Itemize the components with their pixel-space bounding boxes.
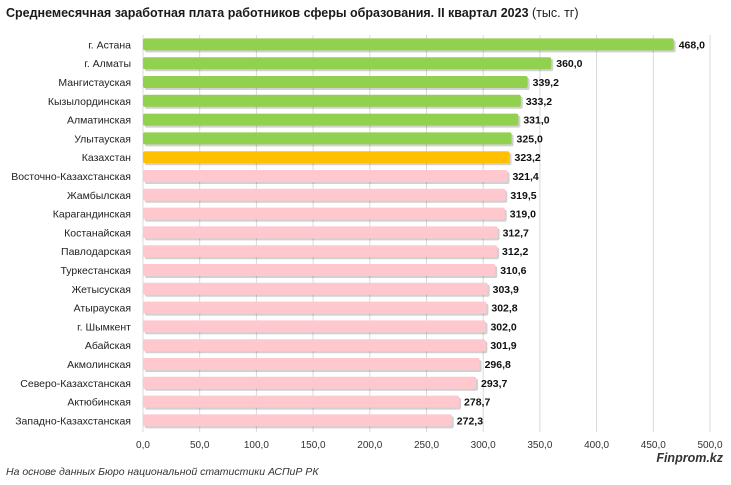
chart-title-text: Среднемесячная заработная плата работник… xyxy=(6,6,529,20)
bar xyxy=(143,245,498,258)
data-label: 278,7 xyxy=(464,397,490,409)
bar xyxy=(143,151,510,164)
bar xyxy=(143,170,508,182)
category-label: Актюбинская xyxy=(67,397,131,409)
bar xyxy=(143,132,512,145)
x-tick-label: 500,0 xyxy=(697,440,722,451)
x-tick-label: 250,0 xyxy=(414,440,439,451)
brand-label: Finprom.kz xyxy=(656,451,723,465)
category-label: Алматинская xyxy=(67,115,131,127)
bar xyxy=(143,414,452,427)
bar xyxy=(143,113,519,126)
data-label: 333,2 xyxy=(526,96,552,108)
bar xyxy=(143,57,552,70)
bar xyxy=(143,207,505,220)
category-label: Туркестанская xyxy=(60,265,131,277)
category-label: Жетысуская xyxy=(72,284,131,296)
chart-title: Среднемесячная заработная плата работник… xyxy=(6,6,726,20)
category-label: Атырауская xyxy=(74,303,131,315)
data-label: 312,2 xyxy=(502,246,528,258)
category-label: Северо-Казахстанская xyxy=(20,378,131,390)
data-label: 321,4 xyxy=(512,171,538,183)
data-label: 272,3 xyxy=(457,415,483,427)
bar xyxy=(143,38,674,51)
data-label: 323,2 xyxy=(515,152,541,164)
bar xyxy=(143,395,460,408)
category-label: Мангистауская xyxy=(58,77,131,89)
data-label: 293,7 xyxy=(481,378,507,390)
bar xyxy=(143,226,498,239)
category-label: г. Астана xyxy=(88,39,131,51)
x-tick-label: 300,0 xyxy=(471,440,496,451)
data-label: 331,0 xyxy=(523,115,549,127)
category-label: Западно-Казахстанская xyxy=(15,415,131,427)
bar xyxy=(143,320,486,333)
category-label: Улытауская xyxy=(74,133,131,145)
x-tick-label: 0,0 xyxy=(136,440,150,451)
x-tick-label: 100,0 xyxy=(244,440,269,451)
data-label: 319,5 xyxy=(510,190,536,202)
x-tick-label: 200,0 xyxy=(357,440,382,451)
source-note: На основе данных Бюро национальной стати… xyxy=(6,466,319,478)
x-tick-label: 150,0 xyxy=(301,440,326,451)
data-label: 468,0 xyxy=(679,39,705,51)
category-label: Кызылординская xyxy=(48,96,131,108)
category-label: Акмолинская xyxy=(67,359,131,371)
category-label: Казахстан xyxy=(82,152,131,164)
category-label: Павлодарская xyxy=(61,246,131,258)
chart-title-unit: (тыс. тг) xyxy=(532,6,579,20)
x-tick-label: 400,0 xyxy=(584,440,609,451)
data-label: 325,0 xyxy=(517,133,543,145)
data-label: 296,8 xyxy=(485,359,511,371)
data-label: 339,2 xyxy=(533,77,559,89)
bar xyxy=(143,264,496,276)
x-tick-label: 450,0 xyxy=(641,440,666,451)
category-label: Восточно-Казахстанская xyxy=(11,171,131,183)
data-label: 360,0 xyxy=(556,58,582,70)
bar xyxy=(143,358,480,370)
data-label: 310,6 xyxy=(500,265,526,277)
x-tick-label: 350,0 xyxy=(527,440,552,451)
bar xyxy=(143,376,477,389)
bar xyxy=(143,76,528,88)
data-label: 319,0 xyxy=(510,209,536,221)
category-label: Абайская xyxy=(85,340,131,352)
bar xyxy=(143,301,487,314)
bar xyxy=(143,188,506,201)
x-tick-label: 50,0 xyxy=(190,440,210,451)
bar xyxy=(143,339,486,352)
category-label: г. Алматы xyxy=(84,58,131,70)
data-label: 302,8 xyxy=(491,303,517,315)
data-label: 302,0 xyxy=(490,321,516,333)
data-label: 303,9 xyxy=(493,284,519,296)
category-label: Жамбылская xyxy=(67,190,131,202)
data-label: 312,7 xyxy=(503,227,529,239)
category-label: Карагандинская xyxy=(53,209,131,221)
bar xyxy=(143,282,488,295)
data-label: 301,9 xyxy=(490,340,516,352)
category-label: г. Шымкент xyxy=(77,321,131,333)
category-label: Костанайская xyxy=(64,227,131,239)
bar xyxy=(143,94,521,107)
